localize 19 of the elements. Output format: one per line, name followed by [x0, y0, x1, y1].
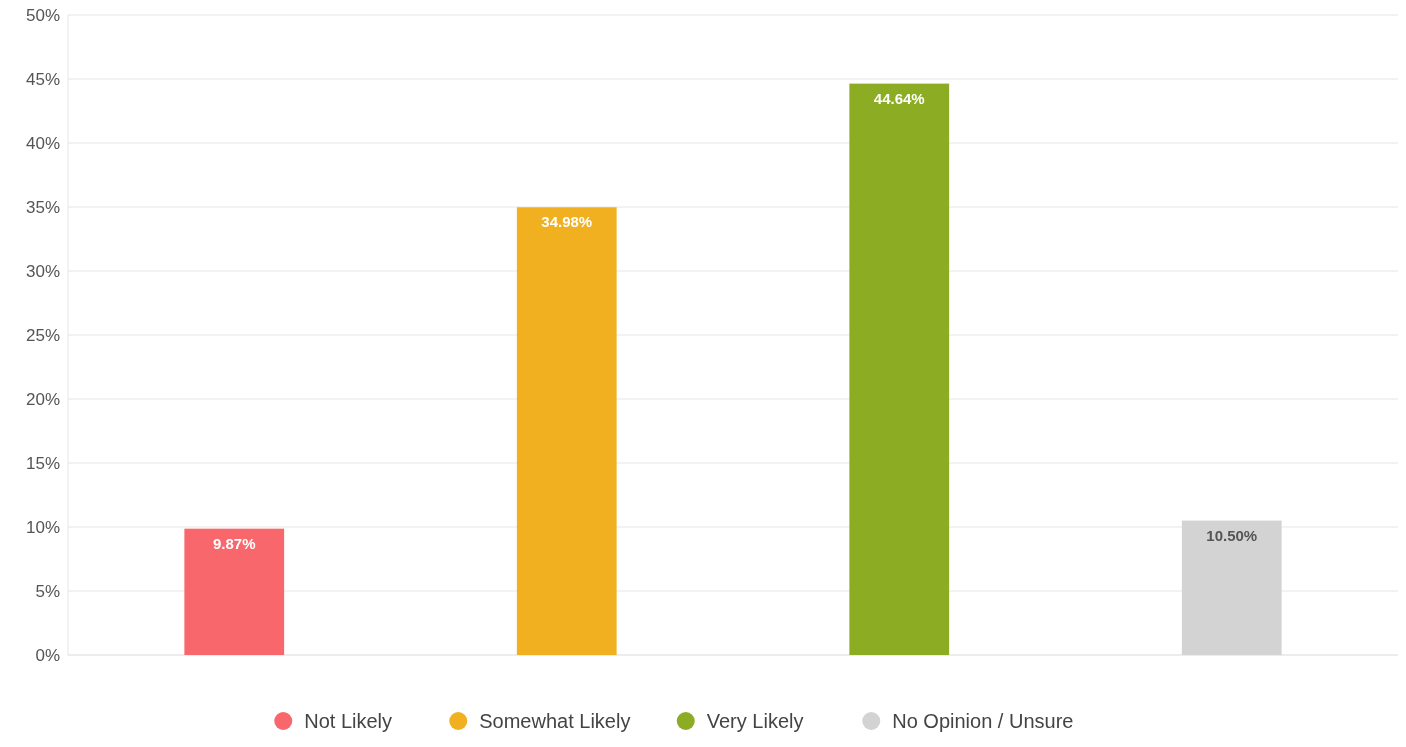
y-tick-label: 20% [25, 389, 60, 409]
text: 10.50% [1206, 526, 1258, 544]
legend-label: Somewhat Likely [479, 710, 631, 732]
y-tick-label: 10% [25, 517, 60, 537]
y-tick-label: 5% [35, 581, 60, 601]
y-tick-label: 40% [25, 133, 60, 153]
y-tick-label: 50% [25, 5, 60, 25]
text: 9.87% [212, 534, 256, 552]
legend-label: No Opinion / Unsure [892, 710, 1074, 732]
text: 34.98% [541, 213, 593, 231]
y-tick-label: 45% [25, 69, 60, 89]
y-tick-label: 30% [25, 261, 60, 281]
y-tick-label: 0% [35, 645, 60, 665]
legend-label: Very Likely [706, 710, 804, 732]
legend-label: Not Likely [304, 710, 393, 732]
y-tick-label: 35% [25, 197, 60, 217]
text: 44.64% [873, 89, 925, 107]
y-tick-label: 15% [25, 453, 60, 473]
y-tick-label: 25% [25, 325, 60, 345]
